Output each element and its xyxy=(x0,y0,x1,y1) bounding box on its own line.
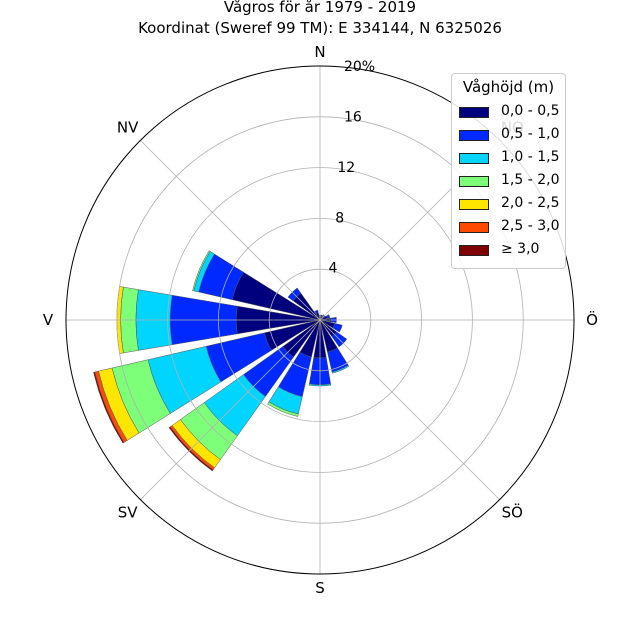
polar-grid xyxy=(65,65,575,575)
legend-label: 1,5 - 2,0 xyxy=(501,172,560,188)
legend-label: 2,5 - 3,0 xyxy=(501,218,560,234)
legend-swatch xyxy=(459,245,489,256)
direction-label: SV xyxy=(118,503,139,521)
sector-bars xyxy=(93,250,350,472)
direction-label: NV xyxy=(117,119,139,137)
grid-spoke xyxy=(140,140,321,321)
direction-label: V xyxy=(43,311,54,329)
chart-subtitle: Koordinat (Sweref 99 TM): E 334144, N 63… xyxy=(138,19,502,37)
legend-swatch xyxy=(459,199,489,210)
radial-tick-label: 20% xyxy=(344,59,375,75)
legend-label: 0,5 - 1,0 xyxy=(501,126,560,142)
radial-tick-label: 16 xyxy=(344,110,362,126)
rose-bar-segment xyxy=(326,314,331,319)
direction-label: S xyxy=(315,579,325,597)
rose-bar-segment xyxy=(332,323,343,333)
polar-labels: NNVVSVSSÖÖNO48121620% xyxy=(43,43,598,597)
legend-swatch xyxy=(459,107,489,118)
rose-bar-segment xyxy=(267,401,299,417)
direction-label: Ö xyxy=(586,310,598,329)
legend-label: ≥ 3,0 xyxy=(501,241,540,257)
rose-bar-segment xyxy=(168,426,214,472)
legend-label: 1,0 - 1,5 xyxy=(501,149,560,165)
grid-spoke xyxy=(140,319,321,500)
outer-circle xyxy=(65,65,575,575)
legend-label: 2,0 - 2,5 xyxy=(501,195,560,211)
rose-bar-segment xyxy=(314,309,319,314)
radial-tick-label: 12 xyxy=(337,160,355,176)
rose-bar-segment xyxy=(192,250,211,292)
chart-title: Vågros för år 1979 - 2019 xyxy=(223,0,417,16)
grid-spoke xyxy=(319,319,500,500)
radial-tick-label: 8 xyxy=(335,210,344,226)
rose-bar-segment xyxy=(320,314,324,318)
legend-label: 0,0 - 0,5 xyxy=(501,103,560,119)
radial-tick-label: 4 xyxy=(329,261,338,277)
direction-label: N xyxy=(314,43,325,61)
rose-bar-segment xyxy=(331,364,350,374)
legend-swatch xyxy=(459,222,489,233)
legend-swatch xyxy=(459,176,489,187)
legend-title: Våghöjd (m) xyxy=(462,78,555,96)
rose-bar-segment xyxy=(93,371,125,444)
legend-swatch xyxy=(459,130,489,141)
direction-label: SÖ xyxy=(502,502,523,521)
legend-swatch xyxy=(459,153,489,164)
legend: Våghöjd (m) 0,0 - 0,5 0,5 - 1,0 1,0 - 1,… xyxy=(451,73,566,269)
